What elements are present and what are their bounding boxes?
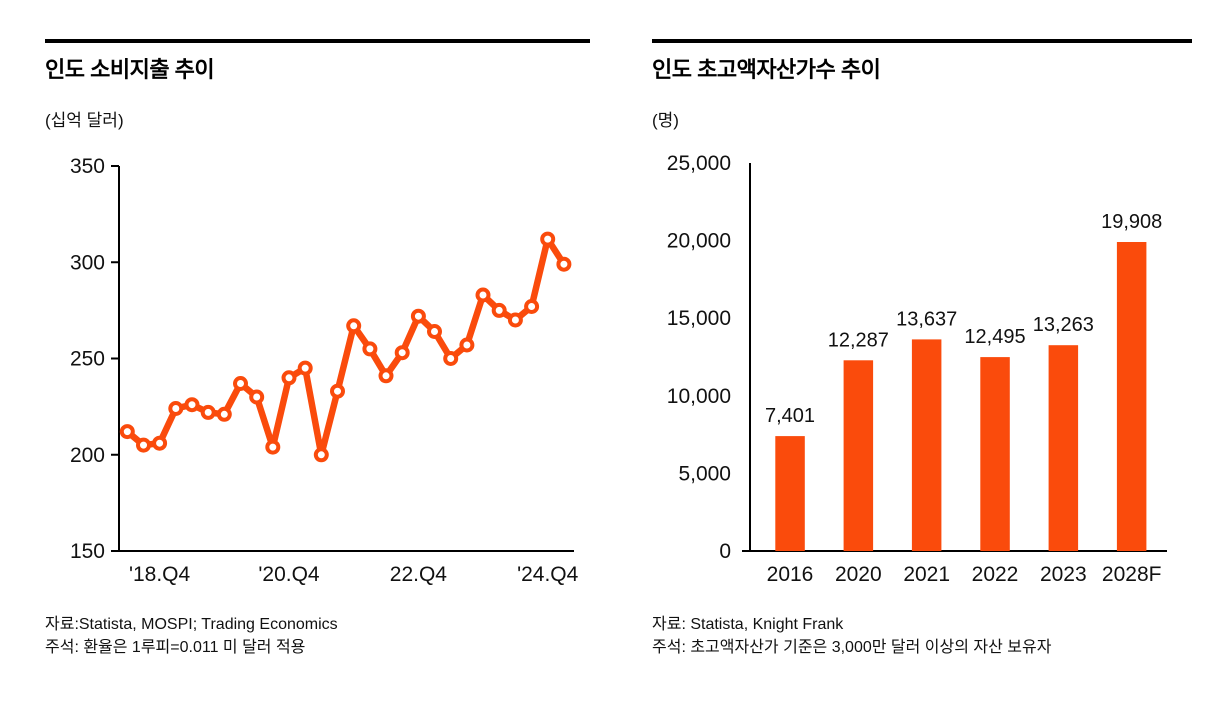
data-point-marker xyxy=(233,376,248,391)
data-point-marker xyxy=(524,299,540,314)
data-point-marker xyxy=(168,401,184,416)
y-tick-label: 200 xyxy=(70,444,105,467)
data-point-marker xyxy=(249,389,265,405)
data-point-marker xyxy=(394,345,410,361)
data-point-marker xyxy=(491,302,507,318)
y-tick-label: 0 xyxy=(719,540,731,563)
right-chart-unit-label: (명) xyxy=(652,111,679,130)
y-tick-label: 20,000 xyxy=(667,230,731,253)
data-point-marker xyxy=(281,370,297,386)
x-tick-label: '24.Q4 xyxy=(517,563,579,586)
data-point-marker xyxy=(459,337,475,353)
data-point-marker xyxy=(346,318,362,334)
bar xyxy=(843,360,874,551)
y-tick-label: 250 xyxy=(70,348,105,371)
right-chart-footer: 자료: Statista, Knight Frank 주석: 초고액자산가 기준… xyxy=(652,613,1051,659)
bar-value-label: 13,263 xyxy=(1033,314,1094,336)
bar-value-label: 12,495 xyxy=(964,326,1025,348)
y-tick-label: 15,000 xyxy=(667,307,731,330)
consumer-spending-line-chart: 150 200 250 300 350 '18.Q4 '20.Q4 22.Q4 '24.Q4 xyxy=(70,155,579,586)
data-point-marker xyxy=(136,437,151,453)
data-point-marker xyxy=(313,447,329,463)
right-chart-title: 인도 초고액자산가수 추이 xyxy=(652,57,881,82)
y-tick-label: 5,000 xyxy=(678,462,731,485)
left-chart-title: 인도 소비지출 추이 xyxy=(45,57,215,82)
left-panel-top-rule xyxy=(45,39,590,43)
left-chart-footer: 자료:Statista, MOSPI; Trading Economics 주석… xyxy=(45,613,338,659)
y-tick-label: 150 xyxy=(70,540,105,563)
y-tick-label: 25,000 xyxy=(667,152,731,175)
bar xyxy=(980,357,1010,551)
data-point-marker xyxy=(410,308,426,324)
category-label: 2021 xyxy=(903,563,950,586)
x-tick-label: 22.Q4 xyxy=(390,563,448,586)
category-label: 2020 xyxy=(835,563,882,586)
x-tick-label: '18.Q4 xyxy=(129,563,191,586)
category-label: 2016 xyxy=(767,563,814,586)
data-point-marker xyxy=(556,256,572,272)
data-point-marker xyxy=(540,231,556,247)
bar-value-label: 7,401 xyxy=(765,405,815,427)
data-point-marker xyxy=(216,406,232,422)
bar-value-label: 13,637 xyxy=(896,308,957,330)
data-point-marker xyxy=(119,424,135,440)
bar xyxy=(911,339,942,551)
bar-value-label: 19,908 xyxy=(1101,211,1162,233)
uhnwi-bar-chart: 0 5,000 10,000 15,000 20,000 25,000 7,401 2016 1… xyxy=(667,152,1167,586)
data-point-marker xyxy=(427,324,442,339)
y-tick-label: 300 xyxy=(70,251,105,274)
left-chart-note: 주석: 환율은 1루피=0.011 미 달러 적용 xyxy=(45,639,306,656)
right-chart-note: 주석: 초고액자산가 기준은 3,000만 달러 이상의 자산 보유자 xyxy=(652,639,1052,656)
right-chart-source: 자료: Statista, Knight Frank xyxy=(652,616,844,633)
bar xyxy=(1116,242,1147,551)
bar xyxy=(775,436,805,551)
left-chart-unit-label: (십억 달러) xyxy=(45,111,124,130)
data-point-marker xyxy=(330,383,345,399)
bar-value-label: 12,287 xyxy=(828,329,889,351)
left-chart-source: 자료:Statista, MOSPI; Trading Economics xyxy=(45,616,338,633)
data-point-marker xyxy=(297,360,313,376)
y-tick-label: 350 xyxy=(70,155,105,178)
category-label: 2022 xyxy=(972,563,1019,586)
data-point-marker xyxy=(200,404,216,420)
x-tick-label: '20.Q4 xyxy=(258,563,320,586)
data-point-marker xyxy=(265,439,281,455)
bar xyxy=(1048,345,1079,551)
data-point-marker xyxy=(362,341,378,357)
data-point-marker xyxy=(378,368,394,384)
data-point-marker xyxy=(507,312,523,328)
data-point-marker xyxy=(475,287,491,303)
right-panel-top-rule xyxy=(652,39,1192,43)
y-tick-label: 10,000 xyxy=(667,385,731,408)
line-series xyxy=(124,235,568,459)
category-label: 2028F xyxy=(1102,563,1162,586)
data-point-marker xyxy=(152,435,168,451)
category-label: 2023 xyxy=(1040,563,1087,586)
data-point-marker xyxy=(443,351,459,366)
data-point-marker xyxy=(184,397,200,413)
